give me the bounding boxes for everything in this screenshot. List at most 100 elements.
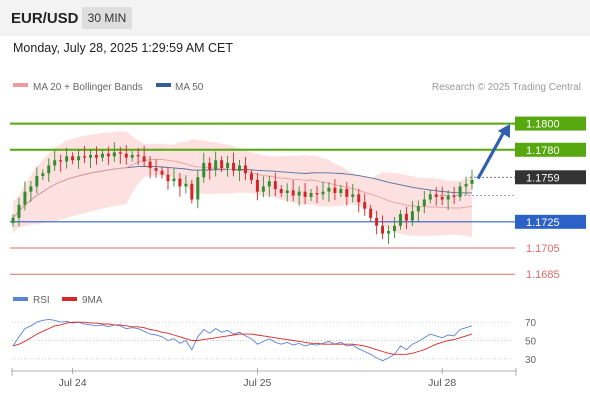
candle-body xyxy=(464,183,468,187)
candle-body xyxy=(381,225,385,234)
chart-header: EUR/USD 30 MIN xyxy=(0,0,590,36)
candle-body xyxy=(232,162,236,171)
candle-body xyxy=(220,160,224,169)
candle-body xyxy=(393,225,397,231)
candle-body xyxy=(291,190,295,196)
rsi-legend-label: RSI xyxy=(33,295,50,306)
candle-body xyxy=(77,156,81,161)
candle-body xyxy=(166,174,170,182)
candle-body xyxy=(71,156,75,161)
candle-body xyxy=(88,155,92,158)
candle-body xyxy=(333,187,337,193)
candlesticks xyxy=(11,142,474,244)
candle-body xyxy=(321,191,325,195)
bollinger-band-fill xyxy=(13,131,472,238)
candle-body xyxy=(458,186,462,197)
candle-body xyxy=(446,195,450,200)
candle-body xyxy=(315,193,319,195)
candle-body xyxy=(249,173,253,180)
datetime-label: Monday, July 28, 2025 1:29:59 AM CET xyxy=(13,41,234,55)
copyright-label: Research © 2025 Trading Central xyxy=(432,82,581,93)
candle-body xyxy=(59,160,63,162)
forecast-arrow-group xyxy=(476,124,511,180)
ma50-legend-swatch xyxy=(156,83,171,87)
candle-body xyxy=(94,155,98,158)
candle-body xyxy=(410,211,414,221)
ma9-legend-swatch xyxy=(62,297,77,301)
candle-body xyxy=(202,162,206,178)
timeframe-button[interactable]: 30 MIN xyxy=(82,7,132,29)
ma20-legend-label: MA 20 + Bollinger Bands xyxy=(33,82,143,93)
candle-body xyxy=(154,168,158,171)
candle-body xyxy=(65,156,69,162)
x-tick-label: Jul 28 xyxy=(428,377,456,389)
candle-body xyxy=(148,161,152,169)
x-tick-label: Jul 25 xyxy=(243,377,271,389)
current-price-tag xyxy=(515,170,586,185)
candle-body xyxy=(83,156,87,158)
candle-body xyxy=(404,213,408,221)
rsi-legend-swatch xyxy=(13,297,28,301)
candle-body xyxy=(267,181,271,187)
moving-averages xyxy=(12,159,473,219)
rsi-tick-70: 70 xyxy=(525,318,537,329)
ma20-legend-swatch xyxy=(13,83,28,87)
ma20-line xyxy=(12,159,473,219)
candle-body xyxy=(261,186,265,192)
candle-body xyxy=(363,202,367,209)
candle-body xyxy=(345,189,349,197)
price-level-labels: 1.1800 1.1780 1.1759 1.1725 1.1705 1.1685 xyxy=(515,116,586,281)
candle-body xyxy=(357,194,361,203)
candle-body xyxy=(327,187,331,192)
candle-body xyxy=(11,217,15,224)
candle-body xyxy=(196,177,200,200)
candle-body xyxy=(208,162,212,170)
level-label-1-1800: 1.1800 xyxy=(526,119,560,131)
candle-body xyxy=(136,155,140,157)
candle-body xyxy=(434,194,438,197)
candle-body xyxy=(17,204,21,218)
rsi-tick-50: 50 xyxy=(525,337,537,348)
price-legend: MA 20 + Bollinger Bands MA 50 Research ©… xyxy=(13,82,581,93)
rsi-panel: 70 50 30 xyxy=(12,318,537,366)
candle-body xyxy=(428,194,432,200)
level-label-1-1725: 1.1725 xyxy=(526,217,560,229)
candle-body xyxy=(112,152,116,157)
candle-body xyxy=(106,153,110,157)
rsi-ma-line xyxy=(12,321,473,355)
rsi-tick-30: 30 xyxy=(525,355,537,366)
candle-body xyxy=(53,160,57,166)
candle-body xyxy=(387,230,391,234)
candle-body xyxy=(440,196,444,200)
candle-body xyxy=(23,191,27,205)
candle-body xyxy=(47,165,51,174)
candle-body xyxy=(214,160,218,170)
ma50-legend-label: MA 50 xyxy=(175,82,204,93)
candle-body xyxy=(142,156,146,162)
candle-body xyxy=(29,186,33,192)
level-label-1-1705: 1.1705 xyxy=(526,243,560,255)
candle-body xyxy=(273,181,277,190)
candle-body xyxy=(470,179,474,184)
level-tag-1-1725 xyxy=(515,214,586,229)
candle-body xyxy=(124,153,128,158)
price-levels xyxy=(10,122,515,275)
level-label-1-1780: 1.1780 xyxy=(526,145,560,157)
symbol-label: EUR/USD xyxy=(11,10,79,27)
forecast-arrow-head xyxy=(497,124,511,138)
candle-body xyxy=(297,191,301,196)
candle-body xyxy=(160,170,164,175)
candle-body xyxy=(118,152,122,154)
candle-body xyxy=(184,183,188,187)
candle-body xyxy=(190,183,194,200)
candle-body xyxy=(255,179,259,192)
candle-body xyxy=(100,153,104,158)
candle-body xyxy=(339,189,343,193)
candle-body xyxy=(422,199,426,207)
candle-body xyxy=(416,206,420,212)
current-price-label: 1.1759 xyxy=(526,172,560,184)
candle-body xyxy=(398,213,402,226)
candle-body xyxy=(452,195,456,197)
time-axis: Jul 24 Jul 25 Jul 28 xyxy=(11,368,517,389)
